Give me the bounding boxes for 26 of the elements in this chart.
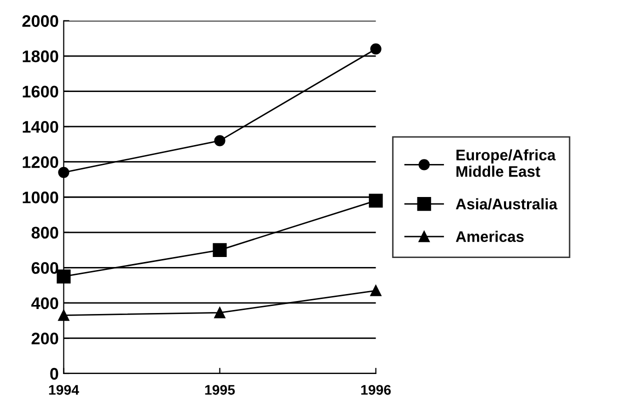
point — [370, 285, 382, 296]
y-tick-label: 1200 — [22, 156, 58, 168]
point — [56, 270, 71, 284]
y-tick-label: 1000 — [22, 192, 58, 204]
point — [58, 166, 70, 178]
y-tick-label: 600 — [32, 262, 58, 274]
point — [214, 135, 226, 146]
y-tick-label: 2000 — [22, 15, 58, 27]
y-tick-label: 1600 — [22, 86, 58, 98]
y-tick-label: 0 — [50, 368, 58, 380]
point — [370, 43, 382, 55]
point — [368, 194, 383, 208]
x-tick-label: 1994 — [49, 384, 80, 395]
x-tick-label: 1996 — [361, 384, 391, 395]
y-tick-label: 1800 — [22, 50, 58, 62]
point — [58, 310, 70, 321]
legend-label: Asia/Australia — [456, 198, 558, 210]
y-tick-label: 400 — [31, 297, 58, 310]
y-tick-label: 800 — [32, 226, 58, 239]
point — [214, 307, 226, 318]
legend-label: Americas — [456, 230, 524, 242]
x-tick-label: 1995 — [205, 384, 235, 395]
point — [212, 243, 227, 257]
y-tick-label: 1400 — [22, 120, 58, 133]
y-tick-label: 200 — [32, 332, 58, 344]
legend-label: Europe/Africa Middle East — [456, 149, 556, 177]
